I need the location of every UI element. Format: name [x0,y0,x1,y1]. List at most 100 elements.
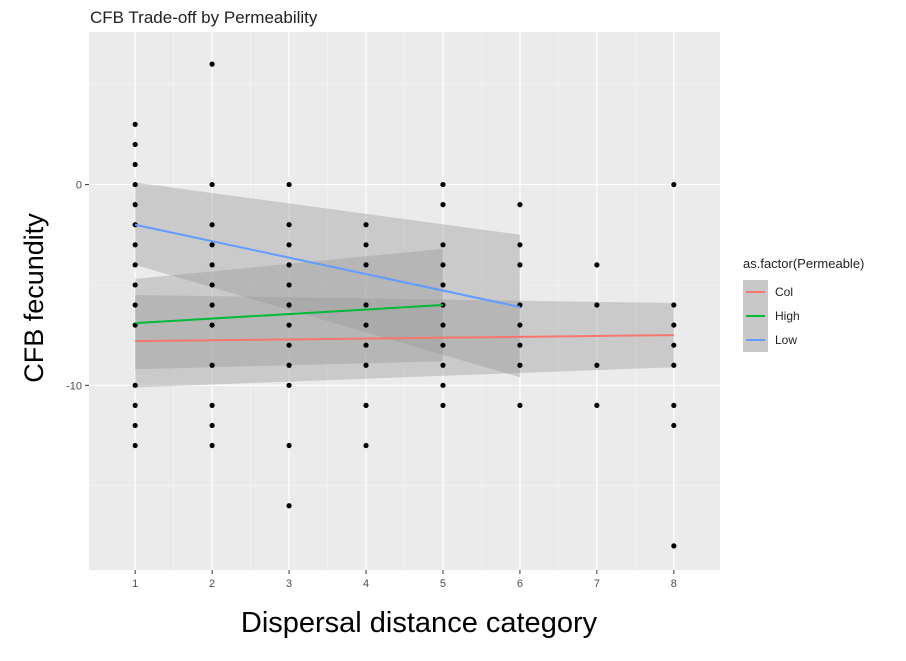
data-point [671,302,677,308]
data-point [440,282,446,288]
data-point [363,402,369,408]
data-point [286,242,292,248]
data-point [440,402,446,408]
data-point [440,242,446,248]
legend: as.factor(Permeable) Col High Low [743,256,864,352]
data-point [286,342,292,348]
data-point [363,362,369,368]
data-point [363,322,369,328]
data-point [132,402,138,408]
x-tick-label: 6 [517,578,523,590]
data-point [209,262,215,268]
data-point [594,362,600,368]
data-point [132,141,138,148]
data-point [671,402,677,408]
data-point [517,322,523,328]
data-point [594,402,600,408]
data-point [440,262,446,268]
data-point [209,222,215,228]
fit-line-low [134,223,521,309]
data-point [132,202,138,208]
data-point [209,422,215,429]
data-point [671,422,677,429]
data-point [440,362,446,368]
data-point [440,202,446,208]
fit-line-high [135,304,444,325]
legend-label-high: High [775,309,800,323]
x-axis-title: Dispersal distance category [241,607,598,639]
x-tick-label: 5 [440,578,446,590]
data-point [286,181,292,188]
x-axis: 1 2 3 4 5 6 7 8 [132,570,677,590]
data-point [517,262,523,268]
data-point [132,121,138,127]
ci-ribbon-low [135,182,520,378]
data-point [671,543,677,549]
data-point [363,442,369,449]
legend-label-col: Col [775,285,793,299]
data-point [209,362,215,368]
data-point [209,302,215,308]
data-point [286,322,292,328]
data-point [209,181,215,188]
data-point [286,442,292,449]
grid-minor [89,32,720,570]
data-point [286,503,292,509]
data-point [440,322,446,328]
data-point [132,282,138,288]
x-tick-label: 7 [594,578,600,590]
data-point [440,342,446,348]
y-axis: 0 -10 [66,180,89,392]
data-point [132,181,138,188]
fit-line-col [135,334,674,343]
data-point [363,222,369,228]
legend-title: as.factor(Permeable) [743,256,864,271]
data-point [132,242,138,248]
data-point [671,362,677,368]
y-axis-title: CFB fecundity [19,213,49,383]
legend-label-low: Low [775,333,797,347]
data-point [363,262,369,268]
data-point [517,202,523,208]
data-point [209,282,215,288]
data-point [286,222,292,228]
data-point [671,322,677,328]
data-point [132,161,138,168]
data-point [517,242,523,248]
chart-title: CFB Trade-off by Permeability [90,8,318,27]
data-point [132,382,138,388]
data-point [209,61,215,67]
data-point [517,362,523,368]
data-point [209,322,215,328]
data-point [132,302,138,308]
y-tick-label: 0 [76,180,82,192]
data-point [440,382,446,388]
x-tick-label: 4 [363,578,369,590]
fit-lines [134,223,674,343]
data-point [671,181,677,188]
grid-major [89,32,720,570]
y-tick-label: -10 [66,380,82,392]
data-point [132,422,138,429]
data-point [286,382,292,388]
data-point [286,282,292,288]
data-point [209,242,215,248]
x-tick-label: 8 [671,578,677,590]
x-tick-label: 3 [286,578,292,590]
data-point [594,302,600,308]
data-point [517,402,523,408]
x-tick-label: 2 [209,578,215,590]
data-point [132,442,138,449]
data-point [594,262,600,268]
data-points [132,61,677,549]
data-point [209,442,215,449]
data-point [132,262,138,268]
x-tick-label: 1 [132,578,138,590]
data-point [363,242,369,248]
data-point [286,302,292,308]
data-point [286,262,292,268]
data-point [440,181,446,188]
data-point [286,362,292,368]
data-point [517,342,523,348]
